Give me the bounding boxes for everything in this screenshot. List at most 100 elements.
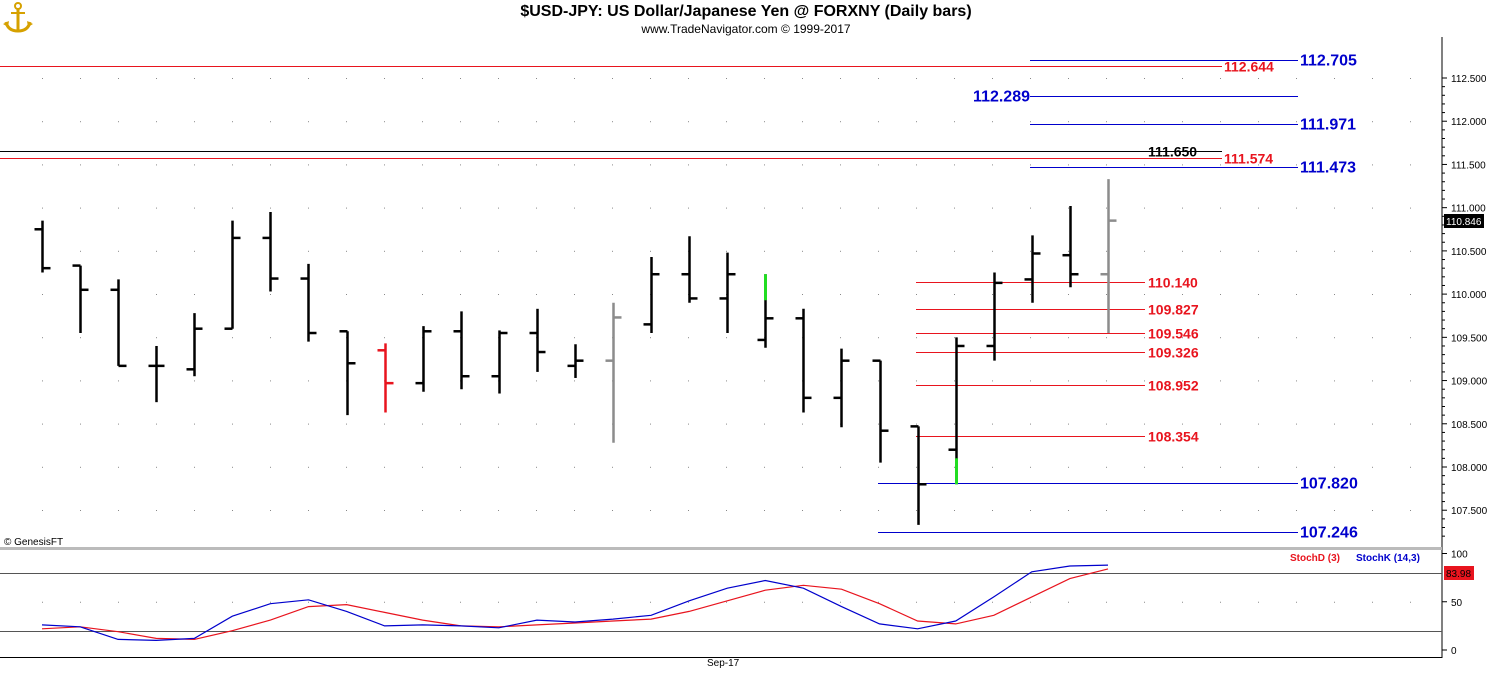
grid-dot — [1334, 294, 1335, 295]
grid-dot — [308, 380, 309, 382]
grid-dot — [1030, 121, 1031, 123]
grid-dot — [460, 164, 461, 166]
grid-dot — [80, 601, 81, 603]
grid-dot — [1182, 207, 1183, 209]
grid-dot — [1106, 601, 1107, 603]
grid-dot — [1410, 423, 1411, 425]
grid-dot — [118, 164, 119, 166]
grid-dot — [1410, 337, 1411, 339]
grid-dot — [42, 164, 43, 166]
grid-dot — [764, 380, 765, 382]
grid-dot — [460, 510, 461, 511]
price-bar — [224, 220, 241, 330]
grid-dot — [1372, 337, 1373, 339]
grid-dot — [118, 207, 119, 209]
grid-dot — [1220, 207, 1221, 209]
grid-dot — [726, 466, 727, 468]
price-bar — [986, 272, 1003, 361]
grid-dot — [650, 423, 651, 425]
grid-dot — [1372, 601, 1373, 603]
grid-dot — [422, 164, 423, 166]
grid-dot — [612, 207, 613, 209]
grid-dot — [156, 78, 157, 79]
grid-dot — [650, 250, 651, 252]
grid-dot — [1334, 466, 1335, 468]
grid-dot — [1144, 337, 1145, 339]
grid-dot — [1258, 78, 1259, 79]
grid-dot — [384, 250, 385, 252]
grid-dot — [574, 337, 575, 339]
grid-dot — [118, 250, 119, 252]
grid-dot — [270, 78, 271, 79]
grid-dot — [1334, 164, 1335, 166]
grid-dot — [1068, 423, 1069, 425]
grid-dot — [1334, 337, 1335, 339]
grid-dot — [840, 121, 841, 123]
grid-dot — [1182, 164, 1183, 166]
price-axis: 107.500 108.000 108.500 109.000 109.500 110.0… — [1442, 74, 1488, 537]
grid-dot — [916, 294, 917, 295]
grid-dot — [346, 294, 347, 295]
grid-dot — [1144, 510, 1145, 511]
grid-dot — [726, 164, 727, 166]
grid-dot — [992, 337, 993, 339]
grid-dot — [1144, 121, 1145, 123]
price-bar — [529, 308, 546, 372]
grid-dot — [80, 78, 81, 79]
grid-dot — [1410, 510, 1411, 511]
grid-dot — [992, 294, 993, 295]
grid-dot — [80, 121, 81, 123]
grid-dot — [688, 207, 689, 209]
grid-dot — [1372, 380, 1373, 382]
grid-dot — [612, 164, 613, 166]
grid-dot — [384, 78, 385, 79]
price-bar — [453, 311, 470, 390]
grid-dot — [688, 510, 689, 511]
price-bar — [148, 345, 165, 403]
grid-dot — [42, 510, 43, 511]
grid-dot — [232, 423, 233, 425]
price-bar — [910, 425, 927, 525]
grid-dot — [1410, 121, 1411, 123]
price-panel — [0, 37, 1442, 548]
grid-dot — [308, 78, 309, 79]
level-label: 112.705 — [1300, 53, 1357, 70]
grid-dot — [194, 380, 195, 382]
grid-dot — [1372, 207, 1373, 209]
grid-dot — [726, 207, 727, 209]
level-label: 108.354 — [1148, 429, 1199, 445]
grid-dot — [954, 121, 955, 123]
price-bar — [948, 337, 965, 485]
grid-dot — [422, 510, 423, 511]
grid-dot — [650, 380, 651, 382]
grid-dot — [1068, 337, 1069, 339]
grid-dot — [954, 601, 955, 603]
grid-dot — [764, 207, 765, 209]
level-label: 109.546 — [1148, 326, 1199, 342]
grid-dot — [1106, 121, 1107, 123]
grid-dot — [1410, 207, 1411, 209]
grid-dot — [916, 510, 917, 511]
price-bar — [567, 344, 584, 378]
grid-dot — [422, 294, 423, 295]
grid-dot — [1144, 380, 1145, 382]
grid-dot — [232, 164, 233, 166]
grid-dot — [194, 78, 195, 79]
grid-dot — [346, 466, 347, 468]
grid-dot — [1182, 78, 1183, 79]
grid-dot — [308, 423, 309, 425]
grid-dot — [498, 121, 499, 123]
grid-dot — [1372, 121, 1373, 123]
grid-dot — [840, 510, 841, 511]
grid-dot — [878, 466, 879, 468]
grid-dot — [308, 466, 309, 468]
grid-dot — [118, 601, 119, 603]
grid-dot — [1334, 601, 1335, 603]
grid-dot — [1410, 294, 1411, 295]
grid-dot — [232, 121, 233, 123]
grid-dot — [1144, 250, 1145, 252]
grid-dot — [954, 466, 955, 468]
grid-dot — [1296, 466, 1297, 468]
grid-dot — [1258, 337, 1259, 339]
grid-dot — [232, 78, 233, 79]
